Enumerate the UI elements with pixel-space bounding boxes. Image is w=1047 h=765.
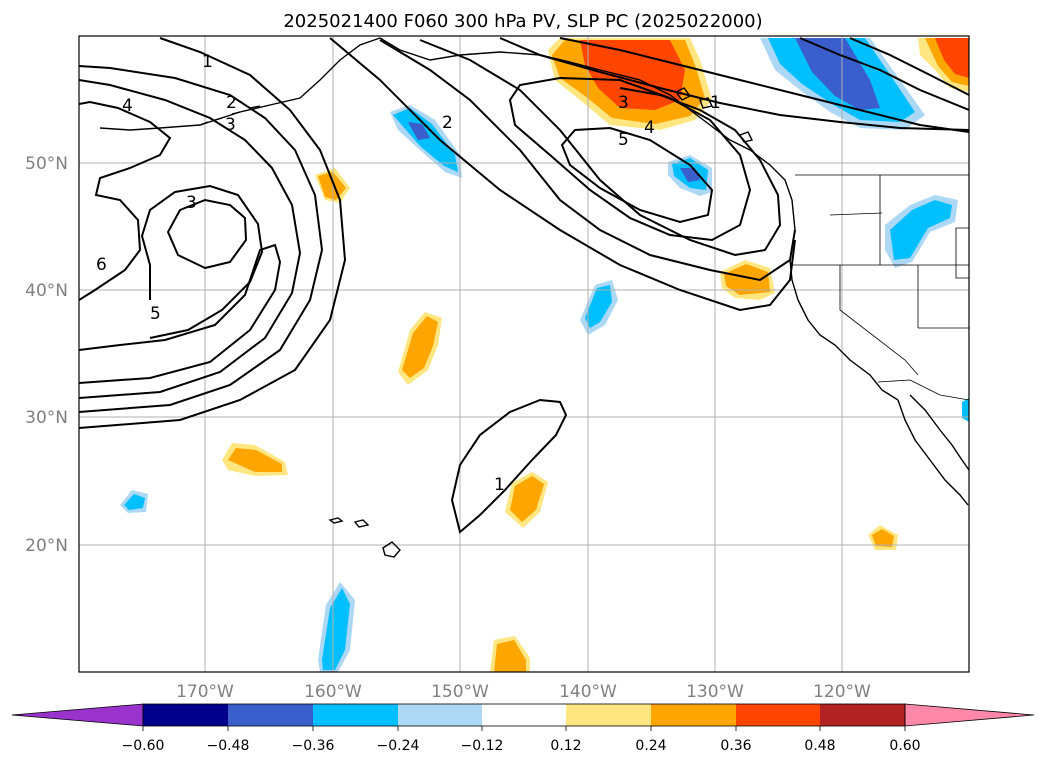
latitude-labels: 50°N 40°N 30°N 20°N <box>25 154 68 556</box>
colorbar-segment <box>736 704 820 726</box>
contour-east-top <box>499 37 969 131</box>
colorbar-tick: −0.48 <box>207 738 250 754</box>
colorbar-segment <box>566 704 651 726</box>
contour-east-4 <box>508 76 752 242</box>
contour-label: 4 <box>122 96 133 116</box>
lon-label: 170°W <box>176 682 234 702</box>
contour-east-2 <box>379 39 796 282</box>
lat-label: 40°N <box>25 281 68 301</box>
contour-label: 5 <box>150 304 161 324</box>
colorbar-extend-high <box>904 703 1035 727</box>
colorbar-segment <box>228 704 313 726</box>
lon-label: 150°W <box>431 682 489 702</box>
contour-west-4 <box>79 243 282 384</box>
colorbar-tick: −0.24 <box>377 738 420 754</box>
colorbar-tick: 0.60 <box>889 738 920 754</box>
contour-label: 3 <box>225 115 236 135</box>
contour-label: 2 <box>442 113 453 133</box>
colorbar-tick: −0.60 <box>122 738 165 754</box>
contour-west-3 <box>79 79 302 399</box>
colorbar-tick: −0.36 <box>292 738 335 754</box>
contour-label: 4 <box>644 118 655 138</box>
contour-labels: 1 2 3 4 3 5 6 2 3 4 5 1 1 <box>96 52 721 495</box>
slp-contours <box>79 37 969 534</box>
colorbar-tick: 0.24 <box>635 738 666 754</box>
contour-label: 2 <box>226 93 237 113</box>
contour-west-5 <box>79 100 172 301</box>
contour-west-2 <box>79 65 324 413</box>
colorbar: −0.60 −0.48 −0.36 −0.24 −0.12 0.12 0.24 … <box>11 703 1035 754</box>
contour-label: 1 <box>494 475 505 495</box>
political-borders <box>790 174 969 401</box>
colorbar-segment <box>313 704 398 726</box>
colorbar-extend-low <box>11 703 144 727</box>
colorbar-segment <box>651 704 736 726</box>
colorbar-tick: −0.12 <box>461 738 504 754</box>
lat-label: 30°N <box>25 408 68 428</box>
lon-label: 120°W <box>813 682 871 702</box>
colorbar-tick: 0.48 <box>804 738 835 754</box>
lon-label: 160°W <box>304 682 362 702</box>
contour-label: 1 <box>710 93 721 113</box>
contour-west-7 <box>140 184 264 339</box>
contour-label: 5 <box>618 130 629 150</box>
colorbar-tick: 0.12 <box>550 738 581 754</box>
plot-area: 1 2 3 4 3 5 6 2 3 4 5 1 1 <box>79 36 969 672</box>
contour-east-3 <box>419 39 782 257</box>
contour-label: 6 <box>96 255 107 275</box>
gridlines <box>79 36 969 672</box>
lat-label: 50°N <box>25 154 68 174</box>
contour-east-top4 <box>849 37 969 96</box>
plot-frame <box>78 35 970 673</box>
contour-west-1 <box>79 37 347 429</box>
colorbar-segment <box>482 704 566 726</box>
contour-label: 3 <box>618 93 629 113</box>
contour-label: 3 <box>186 193 197 213</box>
contour-east-5 <box>560 126 714 224</box>
longitude-labels: 170°W 160°W 150°W 140°W 130°W 120°W <box>176 682 871 702</box>
contour-east-top3 <box>799 37 969 111</box>
map-title: 2025021400 F060 300 hPa PV, SLP PC (2025… <box>283 11 762 32</box>
lat-label: 20°N <box>25 536 68 556</box>
contour-south-1 <box>450 398 568 534</box>
colorbar-tick: 0.36 <box>720 738 751 754</box>
colorbar-segment <box>143 704 228 726</box>
colorbar-segment <box>820 704 905 726</box>
contour-east-outer <box>329 37 796 312</box>
lon-label: 130°W <box>686 682 744 702</box>
contour-east-top2 <box>559 37 969 133</box>
lon-label: 140°W <box>559 682 617 702</box>
contour-label: 1 <box>202 52 213 72</box>
contour-west-6 <box>166 198 248 270</box>
colorbar-segment <box>398 704 482 726</box>
